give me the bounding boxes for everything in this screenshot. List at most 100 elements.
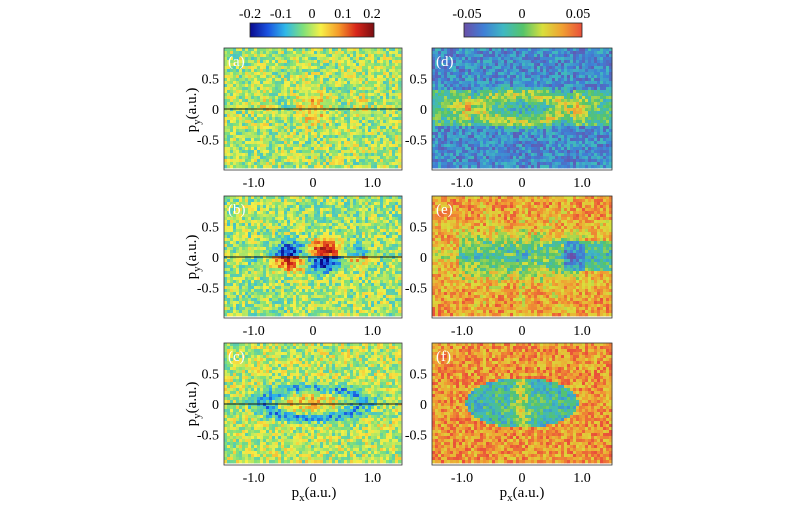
heatmap-cell	[227, 211, 231, 215]
heatmap-cell	[398, 274, 402, 278]
heatmap-cell	[239, 286, 243, 290]
heatmap-cell	[302, 84, 306, 88]
heatmap-cell	[242, 93, 246, 97]
heatmap-cell	[329, 202, 333, 206]
heatmap-cell	[245, 238, 249, 242]
heatmap-cell	[392, 307, 396, 311]
heatmap-cell	[302, 156, 306, 160]
heatmap-cell	[242, 129, 246, 133]
heatmap-cell	[365, 286, 369, 290]
heatmap-cell	[380, 114, 384, 118]
heatmap-cell	[263, 292, 267, 296]
heatmap-cell	[275, 54, 279, 58]
heatmap-cell	[347, 247, 351, 251]
heatmap-cell	[308, 147, 312, 151]
heatmap-cell	[266, 211, 270, 215]
heatmap-cell	[245, 274, 249, 278]
heatmap-cell	[341, 349, 345, 353]
heatmap-cell	[254, 60, 258, 64]
heatmap-cell	[377, 196, 381, 200]
heatmap-cell	[293, 57, 297, 61]
heatmap-cell	[260, 132, 264, 136]
heatmap-cell	[224, 271, 228, 275]
heatmap-cell	[248, 301, 252, 305]
heatmap-cell	[248, 226, 252, 230]
heatmap-cell	[245, 129, 249, 133]
heatmap-cell	[323, 304, 327, 308]
heatmap-cell	[308, 250, 312, 254]
heatmap-cell	[308, 105, 312, 109]
heatmap-cell	[335, 99, 339, 103]
heatmap-cell	[251, 138, 255, 142]
heatmap-cell	[230, 277, 234, 281]
heatmap-cell	[371, 90, 375, 94]
heatmap-cell	[302, 283, 306, 287]
heatmap-cell	[329, 138, 333, 142]
heatmap-cell	[254, 54, 258, 58]
heatmap-cell	[392, 202, 396, 206]
heatmap-cell	[305, 105, 309, 109]
heatmap-cell	[269, 159, 273, 163]
heatmap-cell	[329, 150, 333, 154]
heatmap-cell	[368, 244, 372, 248]
heatmap-cell	[230, 268, 234, 272]
colorbar-right: -0.05 0 0.05	[452, 7, 590, 38]
heatmap-cell	[368, 343, 372, 347]
heatmap-cell	[332, 108, 336, 112]
heatmap-cell	[278, 301, 282, 305]
heatmap-cell	[320, 162, 324, 166]
heatmap-cell	[242, 123, 246, 127]
heatmap-cell	[341, 156, 345, 160]
heatmap-cell	[386, 63, 390, 67]
heatmap-cell	[245, 298, 249, 302]
heatmap-cell	[320, 123, 324, 127]
heatmap-cell	[317, 202, 321, 206]
heatmap-cell	[320, 57, 324, 61]
heatmap-cell	[353, 111, 357, 115]
heatmap-cell	[284, 211, 288, 215]
heatmap-cell	[293, 244, 297, 248]
heatmap-cell	[275, 226, 279, 230]
heatmap-cell	[320, 156, 324, 160]
heatmap-cell	[371, 196, 375, 200]
heatmap-cell	[263, 289, 267, 293]
heatmap-cell	[287, 90, 291, 94]
heatmap-cell	[383, 54, 387, 58]
heatmap-cell	[248, 274, 252, 278]
heatmap-cell	[329, 66, 333, 70]
heatmap-cell	[242, 349, 246, 353]
heatmap-cell	[356, 310, 360, 314]
heatmap-cell	[281, 271, 285, 275]
heatmap-cell	[284, 352, 288, 356]
heatmap-cell	[386, 120, 390, 124]
heatmap-cell	[320, 265, 324, 269]
heatmap-cell	[326, 352, 330, 356]
heatmap-cell	[347, 147, 351, 151]
heatmap-cell	[383, 84, 387, 88]
heatmap-cell	[248, 105, 252, 109]
heatmap-cell	[332, 238, 336, 242]
heatmap-cell	[326, 60, 330, 64]
heatmap-cell	[233, 355, 237, 359]
heatmap-cell	[275, 117, 279, 121]
heatmap-cell	[296, 286, 300, 290]
heatmap-cell	[380, 123, 384, 127]
heatmap-cell	[284, 220, 288, 224]
heatmap-cell	[227, 138, 231, 142]
heatmap-cell	[242, 72, 246, 76]
heatmap-cell	[308, 307, 312, 311]
heatmap-cell	[272, 292, 276, 296]
heatmap-cell	[251, 253, 255, 257]
heatmap-cell	[251, 217, 255, 221]
heatmap-cell	[299, 75, 303, 79]
heatmap-cell	[254, 205, 258, 209]
heatmap-cell	[302, 96, 306, 100]
heatmap-cell	[344, 229, 348, 233]
heatmap-cell	[293, 274, 297, 278]
heatmap-cell	[257, 123, 261, 127]
heatmap-cell	[374, 349, 378, 353]
heatmap-cell	[317, 117, 321, 121]
heatmap-cell	[371, 54, 375, 58]
heatmap-cell	[239, 250, 243, 254]
heatmap-cell	[245, 220, 249, 224]
